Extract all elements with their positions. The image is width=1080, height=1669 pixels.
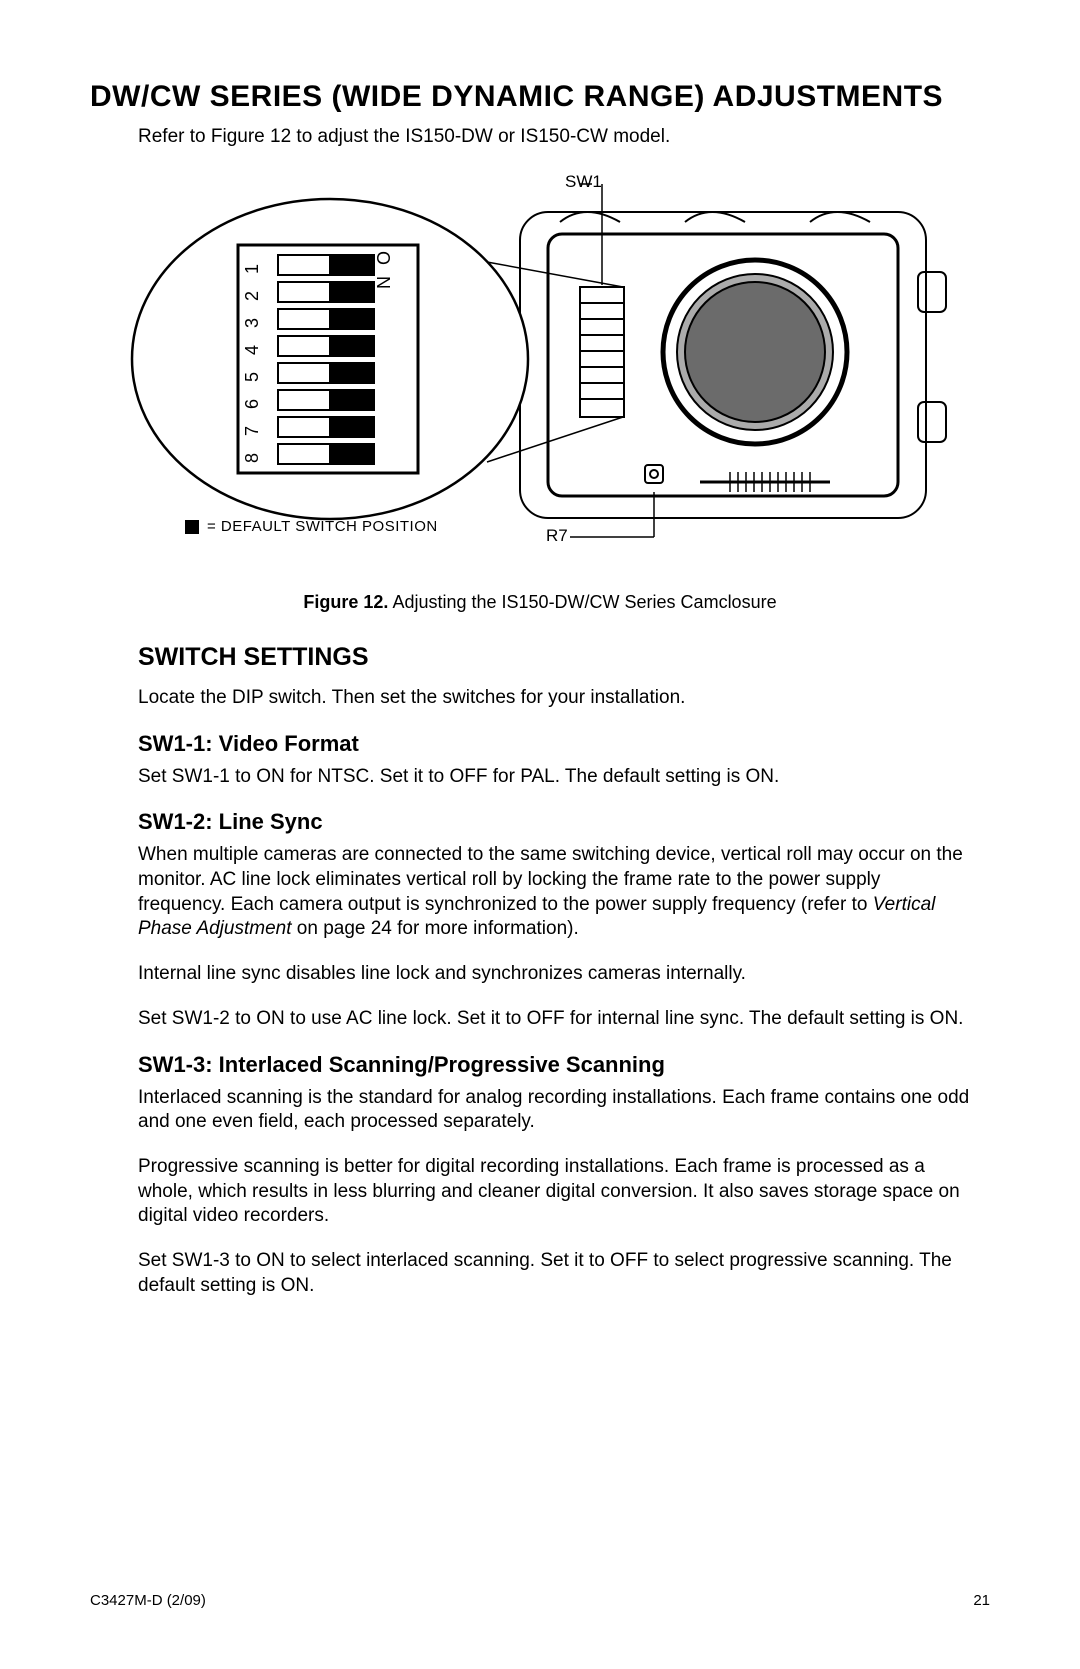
page-title: DW/CW SERIES (WIDE DYNAMIC RANGE) ADJUST… (90, 80, 990, 114)
sw1-3-text-3: Set SW1-3 to ON to select interlaced sca… (138, 1249, 970, 1298)
sw1-2-heading: SW1-2: Line Sync (138, 809, 990, 835)
svg-text:8: 8 (242, 453, 262, 463)
svg-text:7: 7 (242, 426, 262, 436)
intro-text: Refer to Figure 12 to adjust the IS150-D… (138, 126, 990, 148)
sw1-1-text: Set SW1-1 to ON for NTSC. Set it to OFF … (138, 765, 970, 790)
sw1-3-heading: SW1-3: Interlaced Scanning/Progressive S… (138, 1052, 990, 1078)
sw1-1-heading: SW1-1: Video Format (138, 731, 990, 757)
svg-text:O: O (374, 251, 394, 265)
svg-text:3: 3 (242, 318, 262, 328)
svg-text:4: 4 (242, 345, 262, 355)
sw1-2-text-2: Internal line sync disables line lock an… (138, 962, 970, 987)
svg-text:5: 5 (242, 372, 262, 382)
dip-switch-zoom: O N 1 2 3 4 5 6 7 8 (130, 197, 530, 522)
legend-swatch (185, 520, 199, 534)
page-footer: C3427M-D (2/09) 21 (90, 1592, 990, 1609)
legend-text: = DEFAULT SWITCH POSITION (207, 518, 438, 535)
switch-settings-text: Locate the DIP switch. Then set the swit… (138, 686, 970, 711)
sw1-3-text-2: Progressive scanning is better for digit… (138, 1155, 970, 1229)
sw1-2-text-3: Set SW1-2 to ON to use AC line lock. Set… (138, 1007, 970, 1032)
svg-text:1: 1 (242, 264, 262, 274)
svg-text:N: N (374, 276, 394, 289)
svg-text:6: 6 (242, 399, 262, 409)
svg-text:2: 2 (242, 291, 262, 301)
legend: = DEFAULT SWITCH POSITION (185, 518, 438, 535)
footer-page-number: 21 (973, 1592, 990, 1609)
sw1-3-text-1: Interlaced scanning is the standard for … (138, 1086, 970, 1135)
sw1-2-text-1: When multiple cameras are connected to t… (138, 843, 970, 942)
figure-caption: Figure 12. Adjusting the IS150-DW/CW Ser… (90, 592, 990, 613)
footer-doc-id: C3427M-D (2/09) (90, 1592, 206, 1609)
figure-caption-bold: Figure 12. (303, 592, 388, 612)
figure-12: SW1 R7 (90, 172, 990, 572)
switch-settings-heading: SWITCH SETTINGS (138, 643, 990, 672)
